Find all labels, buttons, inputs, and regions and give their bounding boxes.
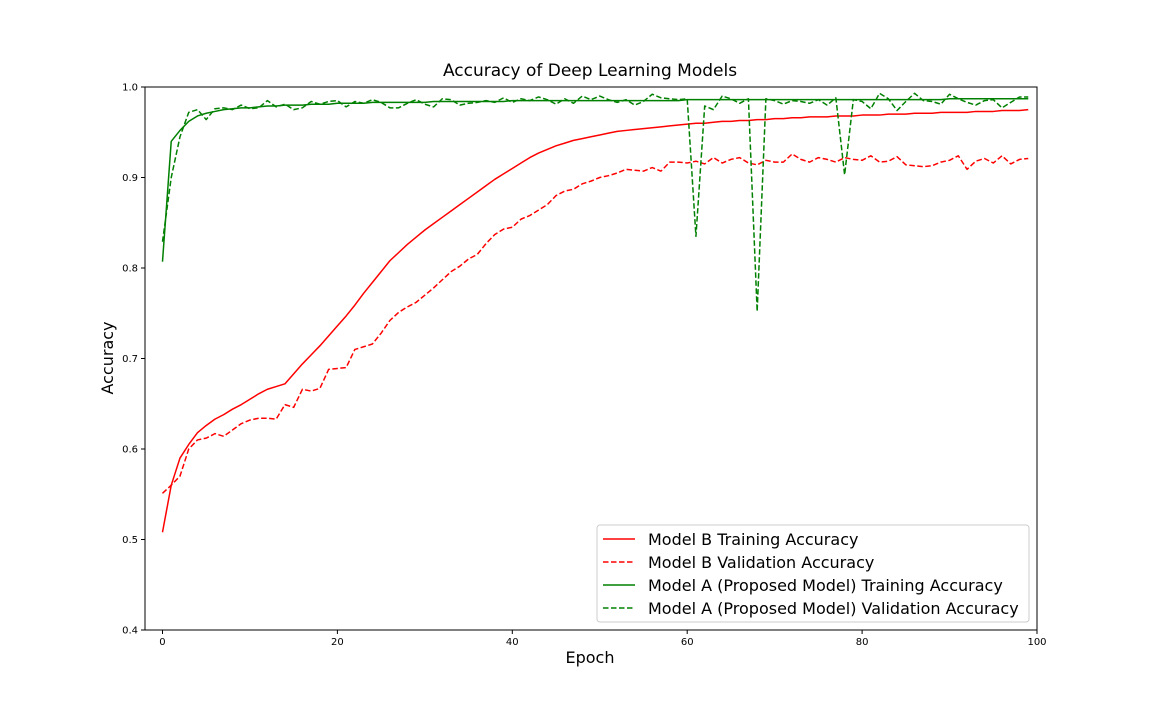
y-tick-label: 1.0 (122, 83, 138, 94)
axis-ticks: 0 20 40 60 80 100 0.4 0.5 0.6 0.7 0.8 0.9 1.0 (122, 83, 1046, 649)
legend-label: Model B Training Accuracy (648, 530, 858, 549)
y-axis-title: Accuracy (98, 321, 117, 394)
legend-label: Model A (Proposed Model) Training Accura… (648, 576, 1003, 595)
legend-box (596, 524, 1030, 623)
legend-label: Model B Validation Accuracy (648, 553, 874, 572)
series-line-2 (161, 153, 1029, 494)
series-line-1 (161, 108, 1029, 533)
chart-title: Accuracy of Deep Learning Models (443, 61, 737, 81)
x-tick-label: 0 (159, 637, 165, 648)
x-tick-label: 20 (331, 637, 344, 648)
y-tick-label: 0.8 (122, 264, 138, 275)
series-line-4 (161, 92, 1029, 313)
x-tick-label: 80 (856, 637, 869, 648)
y-tick-label: 0.9 (122, 173, 138, 184)
x-tick-label: 100 (1027, 637, 1046, 648)
series-line-3 (161, 98, 1029, 262)
legend: Model B Training Accuracy Model B Validat… (596, 524, 1030, 623)
series-layer (161, 92, 1029, 533)
x-tick-label: 60 (681, 637, 694, 648)
x-axis-title: Epoch (566, 648, 615, 667)
legend-label: Model A (Proposed Model) Validation Accu… (648, 599, 1019, 618)
y-tick-label: 0.4 (122, 626, 138, 637)
x-tick-label: 40 (506, 637, 519, 648)
y-tick-label: 0.7 (122, 354, 138, 365)
y-tick-label: 0.5 (122, 535, 138, 546)
y-tick-label: 0.6 (122, 445, 138, 456)
